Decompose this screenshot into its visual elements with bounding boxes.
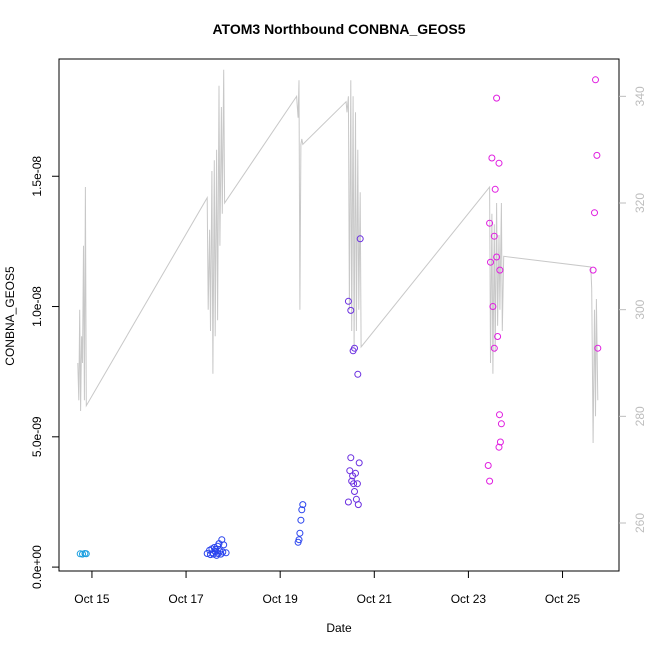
data-point (347, 306, 355, 314)
temperature-line (77, 69, 599, 444)
y-axis: 0.0e+00 5.0e-09 1.0e-08 1.5e-08 (30, 156, 59, 589)
temperature-line-layer (77, 69, 599, 444)
x-axis: Oct 15 Oct 17 Oct 19 Oct 21 Oct 23 Oct 25 (74, 571, 581, 606)
x-tick-label: Oct 25 (545, 592, 581, 606)
y2-tick-label: 280 (633, 406, 647, 426)
data-point (594, 344, 602, 352)
x-axis-label: Date (326, 621, 352, 635)
y-axis-label: CONBNA_GEOS5 (3, 266, 17, 366)
data-point (490, 232, 498, 240)
y2-tick-label: 300 (633, 299, 647, 319)
data-point (222, 549, 230, 557)
data-point (356, 235, 364, 243)
data-point (295, 536, 303, 544)
data-point (593, 151, 601, 159)
data-point (352, 469, 359, 477)
data-point (220, 541, 228, 549)
data-point (489, 303, 497, 310)
data-point (497, 420, 505, 428)
data-point (486, 477, 494, 485)
y2-tick-label: 260 (633, 513, 647, 533)
data-point (488, 154, 496, 162)
data-point (353, 480, 361, 488)
data-point (495, 159, 503, 167)
data-point (344, 498, 352, 506)
data-point (496, 411, 503, 419)
data-point (298, 506, 306, 514)
plot-area (58, 58, 620, 572)
y-tick-label: 1.0e-08 (30, 286, 44, 327)
data-point (487, 258, 494, 266)
data-point (214, 550, 222, 557)
data-point (297, 516, 305, 524)
x-tick-label: Oct 21 (357, 592, 393, 606)
data-point (299, 501, 307, 509)
data-point (496, 438, 504, 446)
data-point (82, 550, 90, 558)
data-point (351, 344, 358, 352)
y-tick-label: 5.0e-09 (30, 416, 44, 457)
x-tick-label: Oct 17 (168, 592, 204, 606)
data-point (354, 501, 362, 509)
data-point (589, 266, 597, 274)
data-point (346, 467, 354, 475)
data-point (592, 76, 599, 84)
data-point (344, 297, 352, 305)
y-tick-label: 1.5e-08 (30, 156, 44, 197)
data-point (493, 94, 501, 102)
data-point (495, 443, 503, 451)
data-point (484, 462, 492, 469)
data-point (355, 459, 363, 467)
data-point (354, 370, 362, 378)
data-points-layer (76, 76, 602, 559)
data-point (494, 333, 502, 340)
data-point (350, 480, 358, 488)
data-point (493, 253, 501, 261)
data-point (296, 529, 304, 537)
y2-tick-label: 340 (633, 86, 647, 106)
data-point (490, 344, 498, 352)
x-tick-label: Oct 19 (262, 592, 298, 606)
y2-axis: 260 280 300 320 340 (619, 86, 647, 533)
data-point (210, 544, 218, 551)
x-tick-label: Oct 15 (74, 592, 110, 606)
data-point (217, 550, 225, 558)
data-point (486, 219, 494, 227)
data-point (591, 209, 598, 217)
data-point (347, 454, 355, 462)
x-tick-label: Oct 23 (451, 592, 487, 606)
y-tick-label: 0.0e+00 (30, 545, 44, 589)
data-point (351, 488, 358, 495)
chart-title: ATOM3 Northbound CONBNA_GEOS5 (212, 21, 465, 37)
data-point (491, 185, 499, 193)
data-point (219, 548, 227, 556)
y2-tick-label: 320 (633, 193, 647, 213)
data-point (496, 266, 504, 274)
